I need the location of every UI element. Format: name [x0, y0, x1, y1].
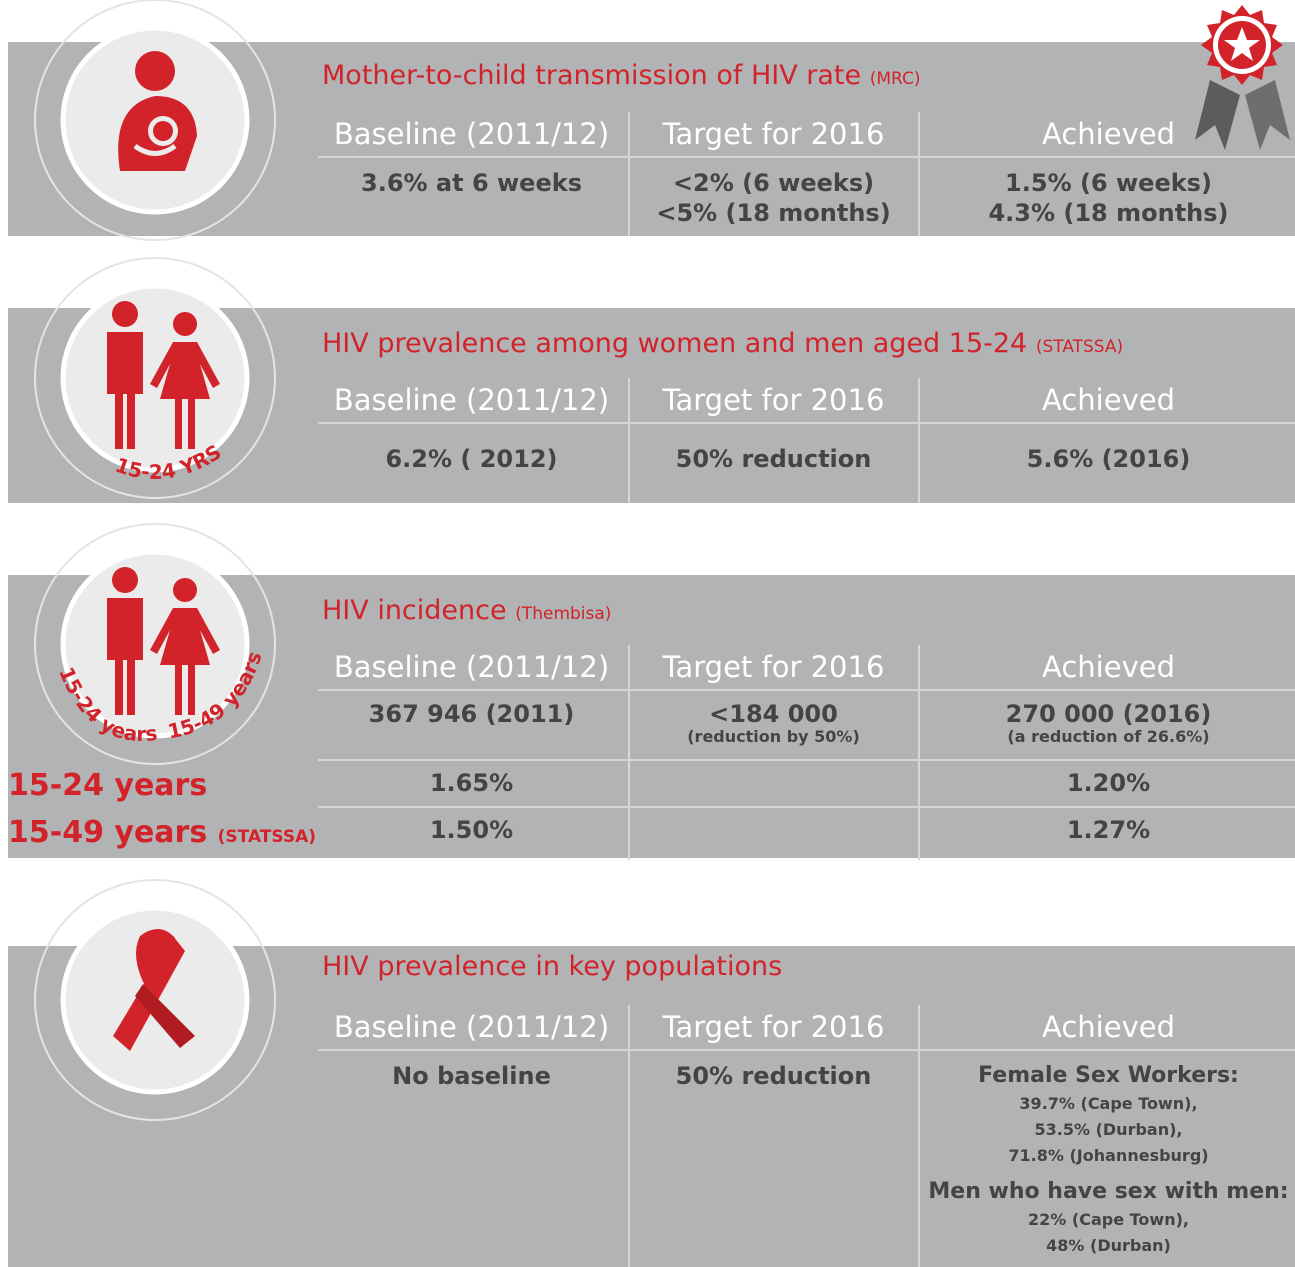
- data-row: 1.50% 1.27%: [318, 806, 1295, 860]
- header-cell: Achieved: [918, 645, 1295, 689]
- row-label-text: 15-49 years: [8, 815, 208, 850]
- source: (Thembisa): [515, 604, 612, 624]
- award-badge: [1195, 5, 1290, 150]
- cell: 50% reduction: [628, 1051, 917, 1267]
- cell: No baseline: [318, 1051, 625, 1267]
- header-cell: Baseline (2011/12): [333, 650, 610, 684]
- header-row: Baseline (2011/12) Target for 2016 Achie…: [318, 1005, 1295, 1051]
- cell: 6.2% ( 2012): [318, 424, 625, 503]
- cell-text: 50% reduction: [675, 445, 872, 473]
- cell: 1.20%: [918, 761, 1295, 808]
- cell: <184 000 (reduction by 50%): [628, 691, 917, 759]
- header-cell: Achieved: [918, 378, 1295, 422]
- header-cell: Target for 2016: [628, 378, 917, 422]
- mother-child-icon: [34, 0, 276, 241]
- cell: 3.6% at 6 weeks: [318, 158, 625, 236]
- header-row: Baseline (2011/12) Target for 2016 Achie…: [318, 112, 1295, 158]
- cell-text: 1.5% (6 weeks): [1005, 169, 1212, 197]
- cell: 1.27%: [918, 808, 1295, 860]
- panel: HIV prevalence in key populations Baseli…: [8, 946, 1295, 1267]
- data-row: No baseline 50% reduction Female Sex Wor…: [318, 1051, 1295, 1267]
- cell: 1.5% (6 weeks) 4.3% (18 months): [918, 158, 1295, 236]
- youth-icon: 15-24 YRS: [34, 257, 276, 499]
- cell: <2% (6 weeks) <5% (18 months): [628, 158, 917, 236]
- cell-note: (reduction by 50%): [687, 727, 860, 746]
- section-title: HIV prevalence among women and men aged …: [322, 328, 1123, 359]
- header-cell: Target for 2016: [628, 1005, 917, 1049]
- source: (STATSSA): [1035, 337, 1124, 357]
- section-title: HIV incidence (Thembisa): [322, 595, 611, 626]
- header-cell: Target for 2016: [628, 112, 917, 156]
- cell: 50% reduction: [628, 424, 917, 503]
- panel: Mother-to-child transmission of HIV rate…: [8, 42, 1295, 236]
- cell-note: (a reduction of 26.6%): [1007, 727, 1210, 746]
- cell: Female Sex Workers: 39.7% (Cape Town), 5…: [918, 1051, 1295, 1267]
- cell-text: <2% (6 weeks): [672, 169, 875, 197]
- source: (STATSSA): [217, 827, 317, 847]
- header-cell: Achieved: [918, 1005, 1295, 1049]
- header-cell: Baseline (2011/12): [333, 383, 610, 417]
- section-title: Mother-to-child transmission of HIV rate…: [322, 60, 920, 91]
- header-cell: Baseline (2011/12): [333, 1010, 610, 1044]
- data-row: 3.6% at 6 weeks <2% (6 weeks) <5% (18 mon…: [318, 158, 1295, 236]
- cell: 1.65%: [429, 769, 514, 797]
- title-text: HIV prevalence among women and men aged …: [322, 328, 1028, 359]
- header-cell: Baseline (2011/12): [333, 117, 610, 151]
- group-item: 22% (Cape Town),: [1028, 1210, 1189, 1229]
- title-text: HIV prevalence in key populations: [322, 951, 783, 982]
- cell-text: 50% reduction: [675, 1062, 872, 1090]
- cell: 367 946 (2011): [318, 691, 625, 759]
- cell-text: 4.3% (18 months): [988, 199, 1229, 227]
- cell: [628, 808, 917, 860]
- cell-text: 270 000 (2016): [1005, 700, 1212, 728]
- data-row: 367 946 (2011) <184 000 (reduction by 50%…: [318, 691, 1295, 759]
- row-label: 15-49 years (STATSSA): [8, 815, 316, 850]
- cell-text: No baseline: [392, 1062, 551, 1090]
- header-row: Baseline (2011/12) Target for 2016 Achie…: [318, 378, 1295, 424]
- group-label: Female Sex Workers:: [978, 1063, 1239, 1088]
- cell-text: 367 946 (2011): [368, 700, 575, 728]
- title-text: HIV incidence: [322, 595, 507, 626]
- cell: 5.6% (2016): [918, 424, 1295, 503]
- group-item: 39.7% (Cape Town),: [1019, 1094, 1198, 1113]
- cell: 270 000 (2016) (a reduction of 26.6%): [918, 691, 1295, 759]
- cell-text: 3.6% at 6 weeks: [361, 169, 582, 197]
- source: (MRC): [869, 69, 921, 89]
- section-title: HIV prevalence in key populations: [322, 951, 782, 982]
- cell-text: 6.2% ( 2012): [385, 445, 558, 473]
- cell-text: <5% (18 months): [656, 199, 891, 227]
- group-item: 48% (Durban): [1046, 1236, 1171, 1255]
- ribbon-icon: [34, 879, 276, 1121]
- title-text: Mother-to-child transmission of HIV rate: [322, 60, 862, 91]
- row-label: 15-24 years: [8, 768, 208, 803]
- cell: 1.50%: [429, 816, 514, 844]
- data-row: 1.65% 1.20%: [318, 759, 1295, 808]
- cell: [628, 761, 917, 808]
- incidence-icon: 15-24 years 15-49 years: [34, 523, 276, 765]
- data-row: 6.2% ( 2012) 50% reduction 5.6% (2016): [318, 424, 1295, 503]
- cell-text: <184 000: [709, 700, 838, 728]
- group-label: Men who have sex with men:: [928, 1179, 1289, 1204]
- cell-text: 5.6% (2016): [1026, 445, 1191, 473]
- header-cell: Target for 2016: [628, 645, 917, 689]
- header-cell: Achieved: [918, 112, 1295, 156]
- group-item: 53.5% (Durban),: [1034, 1120, 1183, 1139]
- group-item: 71.8% (Johannesburg): [1008, 1146, 1209, 1165]
- header-row: Baseline (2011/12) Target for 2016 Achie…: [318, 645, 1295, 691]
